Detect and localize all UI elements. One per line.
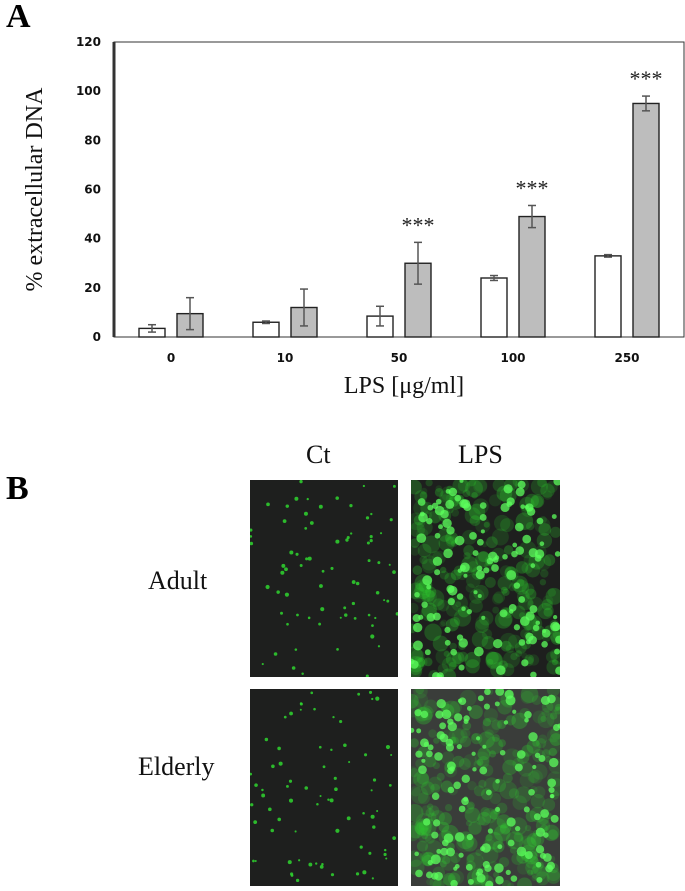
y-tick-label: 80 — [84, 133, 101, 147]
bar-10-series1 — [252, 321, 280, 338]
x-tick-label-50: 50 — [391, 351, 408, 365]
panel-a-label: A — [6, 0, 31, 35]
y-tick-label: 20 — [84, 281, 101, 295]
y-tick-label: 60 — [84, 183, 101, 197]
row-label-elderly: Elderly — [138, 752, 215, 781]
bar-100-series1 — [480, 277, 508, 338]
micrograph-adult-lps — [411, 480, 560, 677]
column-header-lps: LPS — [458, 440, 503, 469]
micrograph-adult-ct — [250, 480, 398, 677]
y-tick-label: 120 — [76, 35, 101, 49]
column-header-ct: Ct — [306, 440, 331, 469]
x-tick-label-0: 0 — [167, 351, 175, 365]
y-tick-label: 0 — [93, 330, 101, 344]
x-tick-label-10: 10 — [277, 351, 294, 365]
micrograph-canvas — [250, 689, 398, 886]
micrograph-elderly-lps — [411, 689, 560, 886]
bar-chart: 0 20 40 60 80 100 120% extracellular DNA LPS [μ… — [0, 0, 685, 420]
x-axis-title: LPS [μg/ml] — [344, 373, 464, 399]
x-tick-label-250: 250 — [614, 351, 639, 365]
significance-marker: *** — [630, 66, 663, 91]
micrograph-elderly-ct — [250, 689, 398, 886]
bar-250-series2 — [632, 102, 660, 338]
y-tick-label: 40 — [84, 232, 101, 246]
y-axis-title: % extracellular DNA — [22, 87, 48, 292]
micrograph-canvas — [250, 480, 398, 677]
significance-marker: *** — [402, 212, 435, 237]
bar-100-series2 — [518, 215, 546, 338]
x-tick-label-100: 100 — [500, 351, 525, 365]
micrograph-canvas — [411, 480, 560, 677]
bar-250-series1 — [594, 255, 622, 338]
row-label-adult: Adult — [148, 566, 208, 595]
panel-b-label: B — [6, 470, 29, 507]
significance-marker: *** — [516, 175, 549, 200]
y-tick-label: 100 — [76, 84, 101, 98]
micrograph-canvas — [411, 689, 560, 886]
